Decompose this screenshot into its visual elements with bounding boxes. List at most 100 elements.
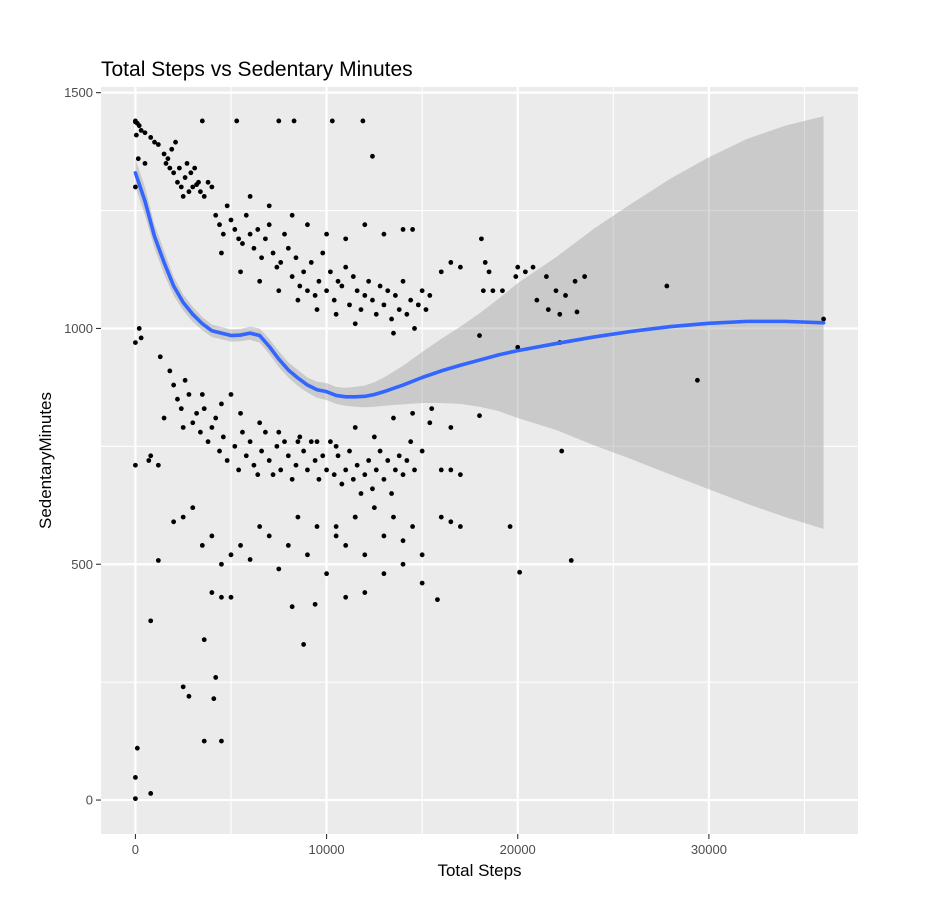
data-point: [400, 538, 406, 544]
data-point: [419, 552, 425, 558]
data-point: [169, 146, 175, 152]
data-point: [276, 566, 282, 572]
data-point: [331, 297, 337, 303]
data-point: [312, 601, 318, 607]
data-point: [133, 132, 139, 138]
data-point: [457, 472, 463, 478]
data-point: [142, 130, 148, 136]
data-point: [251, 462, 257, 468]
data-point: [219, 401, 224, 407]
data-point: [327, 269, 333, 275]
data-point: [410, 410, 415, 416]
data-point: [209, 533, 215, 539]
data-point: [377, 448, 383, 454]
smooth-line-layer: [133, 171, 826, 399]
data-point: [320, 250, 326, 256]
data-point: [266, 458, 272, 463]
data-point: [327, 439, 333, 445]
data-point: [544, 274, 549, 279]
data-point: [240, 241, 245, 246]
data-point: [146, 458, 152, 463]
data-point: [429, 406, 435, 412]
data-point: [163, 161, 169, 166]
data-point: [377, 283, 383, 289]
data-point: [517, 569, 523, 575]
y-axis-title: SedentaryMinutes: [36, 392, 55, 529]
data-point: [148, 618, 154, 624]
data-point: [343, 594, 349, 600]
data-point: [133, 775, 138, 780]
data-point: [236, 467, 242, 473]
data-point: [301, 642, 307, 647]
data-point: [412, 467, 417, 473]
data-point: [136, 123, 142, 129]
data-point: [515, 344, 521, 350]
data-point: [360, 118, 366, 124]
data-point: [582, 274, 588, 279]
data-point: [339, 283, 345, 289]
data-point: [301, 448, 307, 454]
data-point: [211, 696, 217, 702]
data-point: [329, 118, 335, 124]
data-point: [333, 311, 339, 317]
y-tick-label: 0: [86, 793, 93, 808]
data-point: [391, 514, 396, 520]
data-point: [219, 561, 224, 567]
x-tick-label: 30000: [691, 842, 727, 857]
data-point: [213, 675, 219, 680]
data-point: [161, 151, 167, 157]
data-point: [219, 594, 224, 600]
data-point: [457, 264, 463, 270]
x-tick-label: 20000: [500, 842, 536, 857]
data-point: [350, 274, 356, 279]
data-point: [171, 170, 177, 176]
data-point: [312, 293, 318, 298]
data-point: [220, 231, 226, 237]
data-point: [381, 571, 387, 577]
data-point: [161, 415, 167, 421]
data-point: [180, 684, 186, 690]
data-point: [314, 307, 320, 312]
data-point: [289, 604, 295, 610]
data-point: [205, 439, 211, 445]
data-point: [366, 278, 372, 284]
data-point: [278, 260, 284, 265]
data-point: [198, 429, 203, 435]
data-point: [295, 514, 301, 520]
data-point: [347, 448, 352, 454]
data-point: [305, 467, 310, 473]
data-point: [133, 340, 138, 345]
data-point: [314, 524, 320, 529]
confidence-band-layer: [135, 116, 824, 529]
data-point: [180, 425, 186, 430]
data-point: [664, 283, 670, 289]
data-point: [389, 491, 394, 496]
data-point: [419, 448, 425, 454]
smooth-line: [133, 171, 826, 399]
data-point: [305, 288, 310, 294]
data-point: [188, 170, 194, 176]
data-point: [274, 443, 280, 449]
data-point: [381, 533, 387, 539]
data-point: [186, 392, 192, 397]
data-point: [522, 269, 528, 275]
data-point: [165, 156, 171, 162]
data-point: [155, 142, 161, 147]
data-point: [515, 264, 521, 270]
data-point: [370, 297, 375, 303]
data-point: [173, 139, 178, 145]
data-point: [285, 542, 291, 548]
data-point: [448, 519, 454, 525]
data-point: [545, 307, 551, 312]
data-point: [155, 462, 161, 468]
data-point: [448, 467, 454, 473]
data-point: [133, 796, 138, 802]
data-point: [274, 264, 280, 270]
data-point: [477, 333, 482, 338]
data-point: [408, 439, 414, 445]
data-point: [220, 434, 226, 440]
confidence-band: [135, 116, 824, 529]
data-point: [209, 184, 215, 190]
data-point: [285, 453, 291, 459]
data-point: [391, 330, 396, 336]
